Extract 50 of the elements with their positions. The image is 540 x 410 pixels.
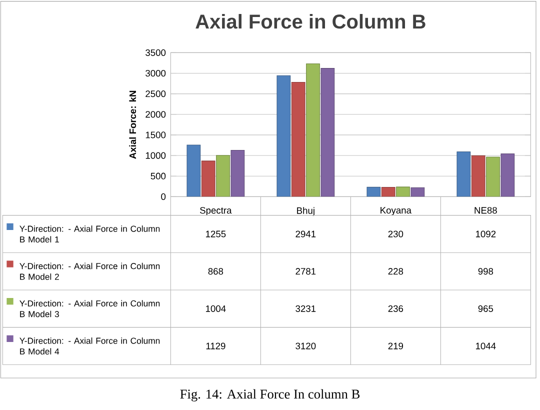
legend-label: Y-Direction: - Axial Force in Column B Model 3 xyxy=(20,300,160,318)
y-axis-title: Axial Force: kN xyxy=(129,90,136,159)
bar xyxy=(396,186,410,197)
y-tick-label: 3000 xyxy=(146,70,166,77)
bar xyxy=(216,155,230,197)
x-tick-label: NE88 xyxy=(474,207,497,214)
bar xyxy=(201,160,216,197)
data-label: 219 xyxy=(388,342,404,350)
bar xyxy=(276,75,291,197)
bar xyxy=(471,155,486,197)
data-label: 998 xyxy=(478,268,494,275)
chart-title: Axial Force in Column B xyxy=(196,14,426,29)
bar xyxy=(381,187,396,197)
data-label: 965 xyxy=(478,305,494,312)
y-tick-label: 1500 xyxy=(146,132,166,138)
data-label: 236 xyxy=(388,305,404,312)
y-tick-label: 500 xyxy=(150,172,166,180)
y-tick-label: 2000 xyxy=(146,111,166,118)
data-label: 1004 xyxy=(206,305,226,312)
data-label: 3231 xyxy=(296,305,316,312)
data-label: 1129 xyxy=(206,342,226,350)
data-label: 1092 xyxy=(476,230,496,238)
bar xyxy=(230,150,245,197)
bar xyxy=(486,156,500,197)
bar xyxy=(500,153,515,197)
bar xyxy=(306,63,320,197)
y-tick-label: 1000 xyxy=(146,152,166,159)
bar xyxy=(291,82,306,197)
data-label: 228 xyxy=(388,268,404,275)
data-label: 3120 xyxy=(296,342,316,350)
data-label: 1044 xyxy=(476,342,496,350)
bar xyxy=(456,151,471,197)
bar xyxy=(320,68,335,197)
legend-label: Y-Direction: - Axial Force in Column B Model 4 xyxy=(20,337,160,354)
y-tick-label: 0 xyxy=(161,193,166,200)
legend-label: Y-Direction: - Axial Force in Column B Model 2 xyxy=(20,262,160,280)
data-label: 230 xyxy=(388,230,404,238)
caption: Fig. 14: Axial Force In column B xyxy=(180,389,360,402)
data-label: 1255 xyxy=(206,230,226,238)
bar xyxy=(366,186,381,197)
y-tick-label: 3500 xyxy=(146,49,166,56)
data-label: 868 xyxy=(208,268,224,275)
legend-label: Y-Direction: - Axial Force in Column B Model 1 xyxy=(20,225,160,242)
x-tick-label: Koyana xyxy=(380,207,412,216)
data-label: 2781 xyxy=(296,268,316,275)
data-label: 2941 xyxy=(296,230,316,238)
bar xyxy=(186,144,201,197)
y-tick-label: 2500 xyxy=(146,90,166,98)
x-tick-label: Bhuj xyxy=(297,207,314,216)
x-tick-label: Spectra xyxy=(200,207,232,216)
